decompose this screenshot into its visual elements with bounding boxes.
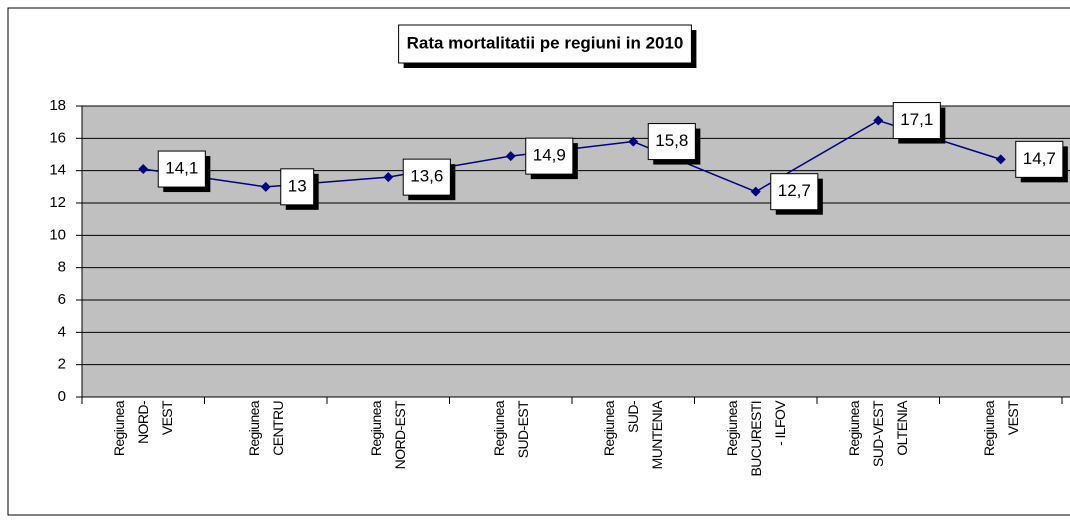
y-tick-label: 8 <box>58 259 66 276</box>
data-label: 14,1 <box>165 159 198 178</box>
data-label-background <box>892 102 941 140</box>
data-point <box>873 115 884 126</box>
data-label: 13 <box>288 176 307 195</box>
data-label-box: 15,8 <box>647 123 701 165</box>
data-label-background <box>1015 140 1064 178</box>
data-point <box>138 164 149 175</box>
data-label: 17,1 <box>900 110 933 129</box>
y-tick-label: 10 <box>49 226 66 243</box>
title-box: Rata mortalitatii pe regiuni in 2010 <box>398 24 697 68</box>
y-tick-label: 14 <box>49 162 66 179</box>
x-tick-label: Regiunea SUD- MUNTENIA <box>601 401 666 470</box>
y-tick-label: 2 <box>58 356 66 373</box>
data-label-box: 17,1 <box>892 102 946 144</box>
y-tick-label: 0 <box>58 388 66 405</box>
chart-title: Rata mortalitatii pe regiuni in 2010 <box>407 33 684 52</box>
y-tick-label: 4 <box>58 323 66 340</box>
y-tick-label: 6 <box>58 291 66 308</box>
data-label: 15,8 <box>655 131 688 150</box>
data-label-box: 14,1 <box>157 150 211 193</box>
data-label: 13,6 <box>410 167 443 186</box>
data-label: 12,7 <box>778 181 811 200</box>
title-background <box>398 24 692 64</box>
x-tick-label: Regiunea NORD-EST <box>368 401 409 470</box>
data-point <box>628 136 639 147</box>
data-label: 14,9 <box>533 146 566 165</box>
data-label-background <box>157 150 206 188</box>
data-label-background <box>402 158 451 196</box>
x-tick-label: Regiunea BUCURESTI - ILFOV <box>723 401 788 477</box>
data-point <box>750 186 761 197</box>
y-tick-label: 12 <box>49 194 66 211</box>
x-tick-label: Regiunea VEST <box>980 401 1021 457</box>
data-label-box: 13,6 <box>402 158 456 201</box>
x-tick-label: Regiunea SUD-EST <box>490 401 531 459</box>
data-label-box: 12,7 <box>770 173 823 215</box>
x-tick-label: Regiunea NORD- VEST <box>111 401 176 457</box>
data-label: 14,7 <box>1023 149 1056 168</box>
data-label-box: 13 <box>280 168 319 210</box>
data-point <box>995 154 1006 165</box>
data-label-background <box>770 173 819 211</box>
data-point <box>383 172 394 183</box>
data-label-background <box>525 137 574 175</box>
x-tick-label: Regiunea SUD-VEST OLTENIA <box>846 401 911 467</box>
data-label-background <box>280 168 315 206</box>
x-tick-label: Regiunea CENTRU <box>245 401 286 457</box>
data-point <box>505 151 516 162</box>
data-label-box: 14,9 <box>525 137 578 180</box>
y-tick-label: 18 <box>49 97 66 114</box>
y-tick-label: 16 <box>49 129 66 146</box>
data-point <box>260 181 271 192</box>
data-label-box: 14,7 <box>1015 140 1068 183</box>
data-label-background <box>647 123 696 161</box>
